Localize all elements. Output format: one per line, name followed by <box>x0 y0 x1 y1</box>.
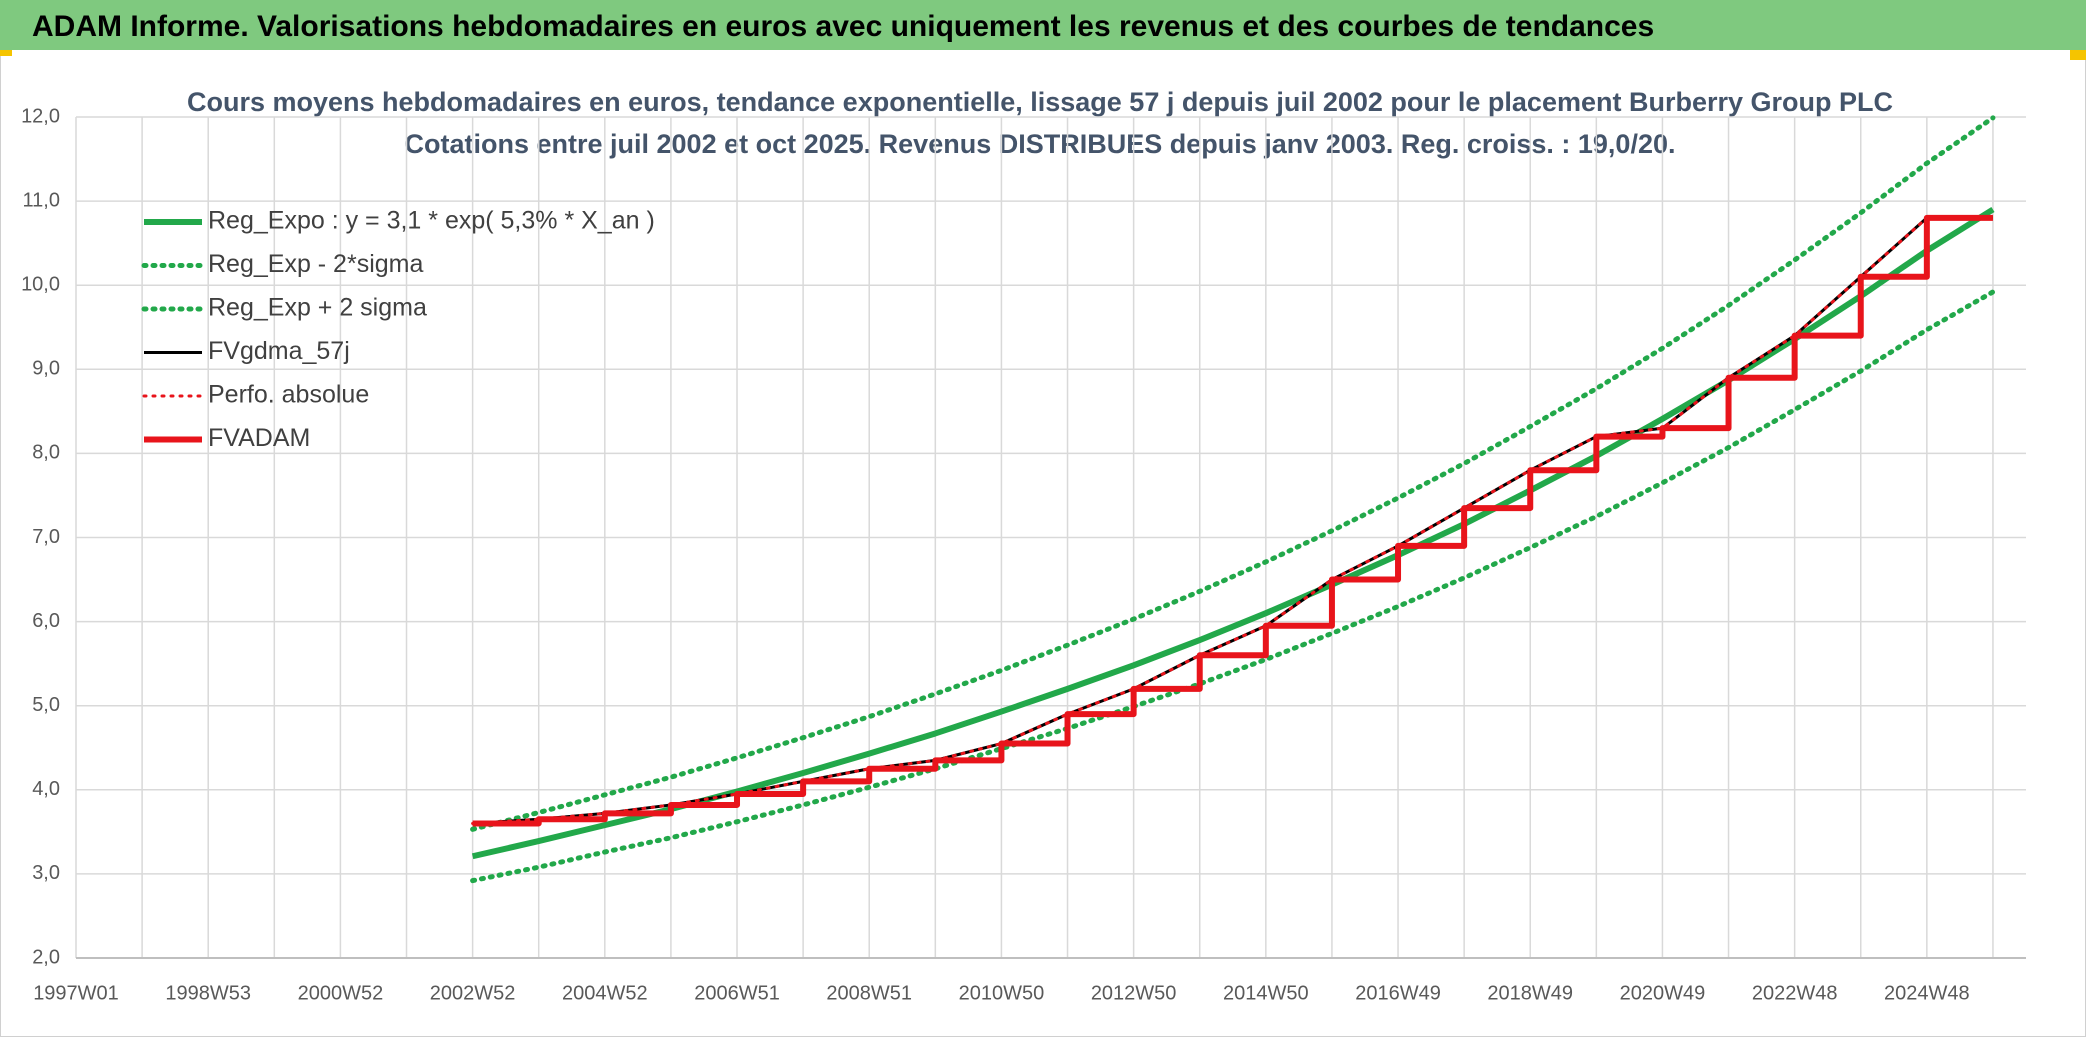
chart-title: Cours moyens hebdomadaires en euros, ten… <box>187 87 1893 117</box>
x-tick-label: 2002W52 <box>430 982 516 1004</box>
legend-label: FVgdma_57j <box>208 337 350 365</box>
x-tick-label: 1998W53 <box>165 982 251 1004</box>
y-tick-label: 11,0 <box>23 189 60 211</box>
corner <box>2070 50 2086 60</box>
banner <box>0 0 2086 50</box>
x-tick-label: 2020W49 <box>1620 982 1706 1004</box>
y-tick-label: 8,0 <box>32 442 60 464</box>
y-tick-label: 12,0 <box>21 105 60 127</box>
x-tick-label: 2014W50 <box>1223 982 1309 1004</box>
x-tick-label: 1997W01 <box>33 982 119 1004</box>
x-tick-label: 2012W50 <box>1091 982 1177 1004</box>
legend-label: Reg_Expo : y = 3,1 * exp( 5,3% * X_an ) <box>208 207 655 235</box>
chart-subtitle: Cotations entre juil 2002 et oct 2025. R… <box>405 129 1676 159</box>
y-tick-label: 4,0 <box>32 778 60 800</box>
legend-label: Perfo. absolue <box>208 381 369 409</box>
x-tick-label: 2000W52 <box>298 982 384 1004</box>
y-tick-label: 3,0 <box>32 862 60 884</box>
series-line <box>470 289 1996 884</box>
x-tick-label: 2024W48 <box>1884 982 1970 1004</box>
x-tick-label: 2022W48 <box>1752 982 1838 1004</box>
x-tick-label: 2016W49 <box>1355 982 1441 1004</box>
x-tick-label: 2006W51 <box>694 982 780 1004</box>
x-tick-label: 2004W52 <box>562 982 648 1004</box>
y-tick-label: 2,0 <box>32 946 60 968</box>
series-line <box>471 216 1995 825</box>
x-tick-label: 2010W50 <box>959 982 1045 1004</box>
y-tick-label: 7,0 <box>32 526 60 548</box>
y-tick-label: 10,0 <box>21 273 60 295</box>
legend-label: Reg_Exp - 2*sigma <box>208 250 423 278</box>
x-tick-label: 2018W49 <box>1487 982 1573 1004</box>
page-title: ADAM Informe. Valorisations hebdomadaire… <box>32 10 1654 43</box>
corner <box>0 50 12 56</box>
legend-label: Reg_Exp + 2 sigma <box>208 294 427 322</box>
series-line <box>470 115 1996 832</box>
legend-label: FVADAM <box>208 424 310 452</box>
x-tick-label: 2008W51 <box>826 982 912 1004</box>
series-line <box>472 214 1993 827</box>
y-tick-label: 5,0 <box>32 694 60 716</box>
y-tick-label: 6,0 <box>32 610 60 632</box>
y-tick-label: 9,0 <box>32 358 60 380</box>
